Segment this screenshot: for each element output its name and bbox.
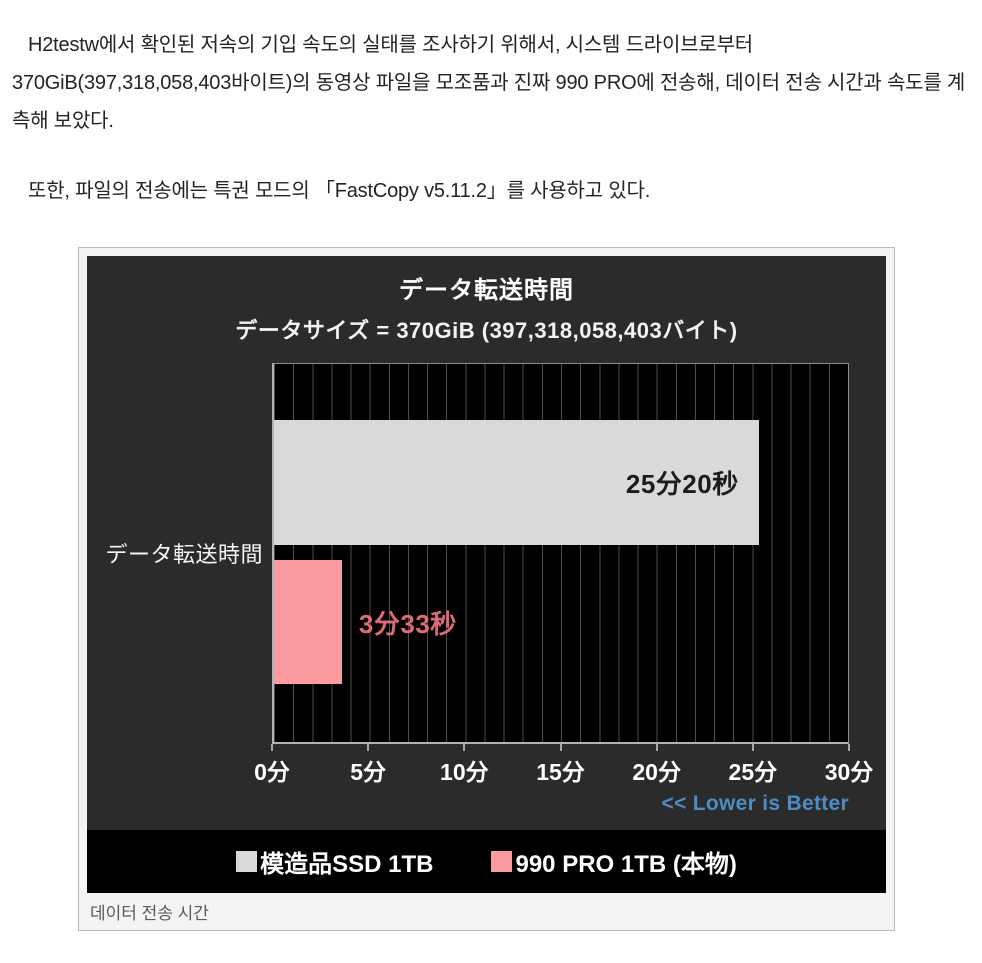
bar-value-990pro: 3分33秒	[358, 608, 457, 639]
legend-swatch-pink-icon	[491, 851, 513, 872]
x-tick-label-30: 30分	[824, 759, 874, 785]
x-tick-label-20: 20分	[632, 759, 681, 785]
legend-label-counterfeit: 模造品SSD 1TB	[260, 851, 434, 878]
x-tick-label-10: 10分	[440, 759, 489, 785]
chart-legend: 模造品SSD 1TB 990 PRO 1TB (本物)	[87, 830, 886, 893]
figure-box: データ転送時間 データサイズ = 370GiB (397,318,058,403…	[78, 247, 895, 931]
x-axis-tick-labels: 0分 5分 10分 15分 20分 25分 30分	[254, 753, 873, 785]
bar-value-counterfeit: 25分20秒	[625, 469, 739, 499]
lower-is-better-note: << Lower is Better	[661, 792, 849, 815]
bar-row-counterfeit: 25分20秒	[274, 420, 848, 545]
bar-counterfeit-ssd: 25分20秒	[274, 420, 759, 545]
x-tick-label-25: 25分	[728, 759, 778, 785]
y-axis-category-label: データ転送時間	[105, 542, 263, 567]
chart-title: データ転送時間	[399, 277, 574, 304]
legend-item-counterfeit: 模造品SSD 1TB	[236, 844, 433, 879]
x-tick-label-15: 15分	[536, 759, 585, 785]
plot-area: 25分20秒 3分33秒	[272, 363, 849, 744]
bar-990-pro	[274, 560, 342, 684]
x-tick-label-5: 5分	[350, 759, 387, 785]
x-tick-label-0: 0分	[254, 759, 290, 785]
article-paragraph-1: H2testw에서 확인된 저속의 기입 속도의 실태를 조사하기 위해서, 시…	[12, 34, 966, 132]
article: H2testw에서 확인된 저속의 기입 속도의 실태를 조사하기 위해서, 시…	[12, 34, 966, 931]
transfer-time-chart: データ転送時間 データサイズ = 370GiB (397,318,058,403…	[87, 256, 886, 893]
legend-label-990pro: 990 PRO 1TB (本物)	[515, 851, 737, 878]
article-paragraph-2: 또한, 파일의 전송에는 특권 모드의 「FastCopy v5.11.2」를 …	[28, 180, 651, 202]
legend-swatch-gray-icon	[236, 851, 258, 872]
bar-row-990pro: 3分33秒	[274, 560, 848, 684]
chart-subtitle: データサイズ = 370GiB (397,318,058,403バイト)	[235, 318, 738, 343]
x-axis-tick-marks	[271, 744, 850, 752]
figure-caption: 데이터 전송 시간	[90, 904, 209, 923]
legend-item-990pro: 990 PRO 1TB (本物)	[491, 844, 737, 879]
